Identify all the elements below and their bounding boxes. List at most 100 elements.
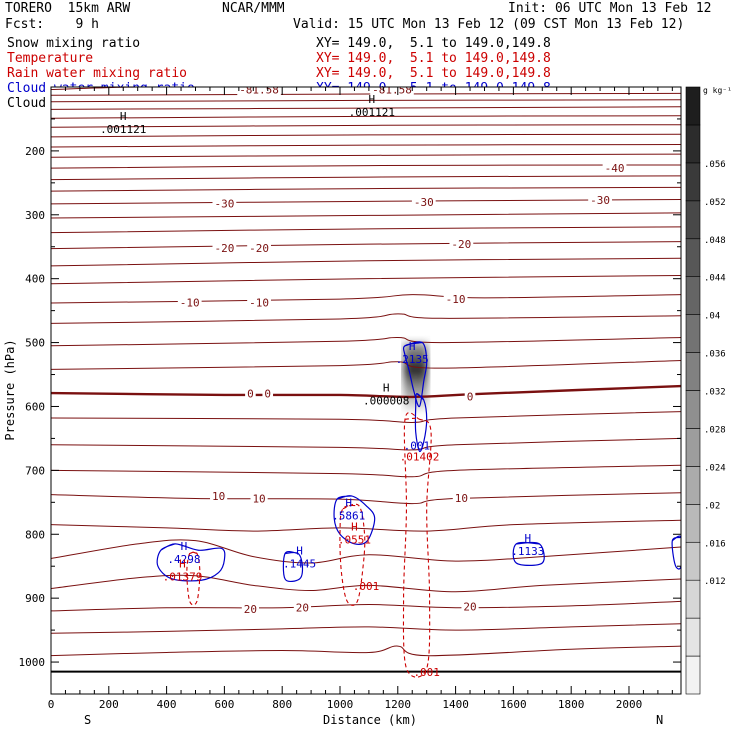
colorbar-tick-label: .016 — [704, 539, 726, 549]
temperature-contour — [51, 124, 681, 128]
temperature-label: 0 — [467, 390, 474, 403]
temperature-label: -10 — [249, 296, 269, 309]
temperature-label-bg — [443, 293, 468, 306]
colorbar-segment — [685, 124, 701, 164]
colorbar-segment — [685, 655, 701, 695]
temperature-label: 0 — [247, 388, 254, 401]
temperature-contour — [51, 87, 254, 91]
colorbar-segment — [685, 162, 701, 202]
high-marker: H — [368, 93, 375, 106]
y-tick-label: 900 — [25, 592, 45, 605]
temperature-label-bg — [212, 197, 237, 210]
x-tick-label: 1400 — [442, 698, 469, 711]
colorbar-tick-label: .052 — [704, 198, 726, 208]
temperature-contour — [51, 600, 681, 612]
temperature-label-bg — [241, 603, 260, 616]
temperature-label-bg — [177, 296, 202, 309]
colorbar-tick-label: .032 — [704, 388, 726, 398]
y-tick-label: 500 — [25, 337, 45, 350]
field-name: Temperature — [7, 51, 94, 66]
temperature-contour — [51, 274, 681, 285]
temperature-contour — [51, 226, 681, 234]
temperature-label-bg — [452, 491, 470, 504]
field-xy-range: XY= 149.0, 5.1 to 149.0,149.8 — [316, 51, 551, 66]
colorbar-segment — [685, 276, 701, 315]
model-title: TORERO 15km ARW — [5, 1, 131, 16]
temperature-contour — [51, 175, 681, 181]
temperature-contour — [51, 411, 681, 423]
x-tick-label: 200 — [99, 698, 119, 711]
colorbar-segment — [685, 579, 701, 619]
temperature-contour — [51, 257, 681, 267]
colorbar-tick-label: .044 — [704, 274, 726, 284]
extremum-value: .000008 — [363, 395, 409, 408]
temperature-label: 10 — [252, 492, 265, 505]
temperature-label-bg — [293, 601, 312, 614]
temperature-contour — [51, 92, 681, 96]
colorbar-tick-label: .056 — [704, 160, 726, 170]
temperature-contour — [51, 336, 681, 347]
extremum-value: .5861 — [332, 510, 365, 523]
cloud-water-contour — [282, 550, 304, 583]
extremum-value: .1133 — [511, 545, 544, 558]
temperature-label: 10 — [455, 492, 468, 505]
high-marker: H — [296, 545, 303, 558]
temperature-contour — [51, 464, 681, 478]
extremum-value: .1445 — [283, 558, 316, 571]
temperature-contour — [51, 133, 681, 138]
temperature-contour — [51, 574, 681, 593]
colorbar-segment — [685, 428, 701, 467]
extremum-value: .001 — [413, 666, 440, 679]
temperature-label: -81.58 — [239, 84, 279, 97]
temperature-label-bg — [370, 87, 414, 96]
temperature-contour — [51, 106, 681, 110]
temperature-contour — [51, 313, 681, 324]
colorbar-tick-label: .012 — [704, 577, 726, 587]
high-marker: H — [383, 382, 390, 395]
plot-frame — [50, 86, 682, 695]
x-tick-label: 1200 — [385, 698, 412, 711]
temperature-label-bg — [237, 87, 281, 96]
x-tick-label: 400 — [157, 698, 177, 711]
extremum-value: .001 — [353, 580, 380, 593]
temperature-label: -30 — [414, 196, 434, 209]
high-marker: H — [525, 532, 532, 545]
temperature-contour — [51, 519, 681, 532]
field-xy-range: XY= 149.0, 5.1 to 149.0,149.8 — [316, 66, 551, 81]
field-name: Rain water mixing ratio — [7, 66, 188, 81]
temperature-contour — [51, 115, 681, 119]
y-tick-label: 400 — [25, 273, 45, 286]
valid-time: Valid: 15 UTC Mon 13 Feb 12 (09 CST Mon … — [293, 17, 685, 32]
x-tick-label: 1000 — [327, 698, 354, 711]
temperature-contour — [51, 144, 681, 148]
y-axis-label: Pressure (hPa) — [3, 339, 17, 440]
extremum-value: .001121 — [100, 123, 146, 136]
forecast-hour: Fcst: 9 h — [5, 17, 99, 32]
temperature-label: 10 — [212, 490, 225, 503]
colorbar-tick-label: .02 — [704, 501, 720, 511]
high-marker: H — [409, 340, 416, 353]
y-tick-label: 700 — [25, 464, 45, 477]
cloud-water-contour — [156, 543, 226, 582]
colorbar-segment — [685, 352, 701, 391]
temperature-contour — [51, 492, 681, 505]
high-marker: H — [179, 557, 186, 570]
extremum-value: .4298 — [167, 553, 200, 566]
temperature-contour — [51, 99, 681, 103]
colorbar-segment — [685, 390, 701, 429]
x-tick-label: 800 — [272, 698, 292, 711]
temperature-label: -10 — [446, 293, 466, 306]
temperature-label-bg — [602, 162, 627, 175]
temperature-contour — [51, 645, 681, 657]
colorbar-segment — [685, 504, 701, 543]
temperature-label: -20 — [249, 242, 269, 255]
temperature-label: 20 — [463, 600, 476, 613]
init-time: Init: 06 UTC Mon 13 Feb 12 — [508, 1, 712, 16]
temperature-label-bg — [247, 296, 271, 309]
x-end-label-north: N — [656, 713, 663, 727]
temperature-label-bg — [212, 242, 237, 255]
temperature-label: 20 — [296, 602, 309, 615]
temperature-label-bg — [461, 600, 479, 613]
colorbar-tick-label: .048 — [704, 236, 726, 246]
